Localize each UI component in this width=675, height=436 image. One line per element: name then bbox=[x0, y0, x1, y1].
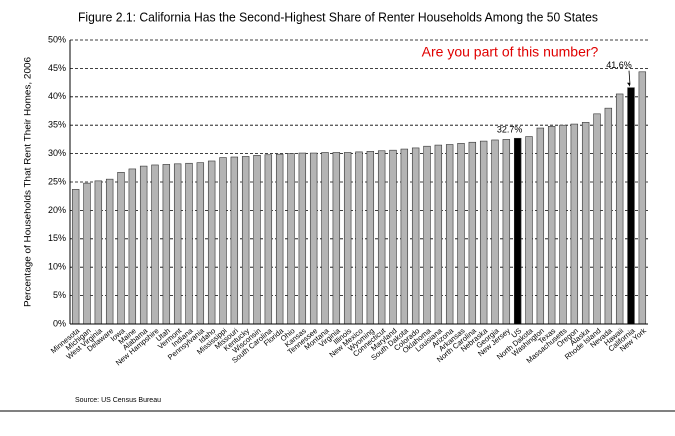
bar bbox=[287, 153, 295, 325]
bar bbox=[139, 165, 148, 325]
bar bbox=[162, 164, 171, 325]
bar bbox=[638, 71, 647, 325]
bar bbox=[525, 136, 533, 325]
y-tick-label: 0% bbox=[53, 318, 66, 328]
bar bbox=[309, 152, 318, 325]
bar bbox=[355, 151, 363, 325]
y-tick-label: 30% bbox=[48, 148, 66, 158]
bar bbox=[219, 157, 227, 325]
y-tick-label: 50% bbox=[48, 34, 66, 44]
bar bbox=[83, 182, 91, 325]
annotation-arrow bbox=[628, 70, 631, 85]
bar bbox=[457, 143, 465, 325]
source-note: Source: US Census Bureau bbox=[75, 397, 161, 404]
bar bbox=[615, 93, 624, 325]
bar bbox=[343, 152, 352, 325]
bar bbox=[321, 152, 329, 325]
bar bbox=[173, 163, 182, 325]
bar bbox=[593, 113, 601, 325]
bar bbox=[117, 172, 125, 325]
value-label: 32.7% bbox=[497, 125, 523, 135]
bar bbox=[389, 149, 397, 325]
y-tick-label: 20% bbox=[48, 205, 66, 215]
chart-title: Figure 2.1: California Has the Second-Hi… bbox=[78, 9, 598, 24]
bar bbox=[71, 189, 80, 325]
bar bbox=[241, 156, 250, 325]
bar bbox=[570, 123, 579, 325]
y-tick-label: 10% bbox=[48, 262, 66, 272]
bar bbox=[581, 122, 590, 325]
bar bbox=[627, 87, 635, 325]
bar bbox=[434, 144, 443, 325]
bar bbox=[400, 148, 409, 325]
y-axis-label: Percentage of Households That Rent Their… bbox=[23, 57, 34, 307]
bar bbox=[423, 145, 431, 325]
bar bbox=[105, 178, 114, 325]
bar bbox=[502, 139, 511, 325]
bar bbox=[513, 137, 522, 325]
y-tick-label: 45% bbox=[48, 63, 66, 73]
y-tick-label: 35% bbox=[48, 120, 66, 130]
bar bbox=[445, 144, 454, 325]
bar bbox=[151, 164, 159, 325]
annotation: Are you part of this number? bbox=[422, 44, 599, 60]
bar bbox=[559, 124, 567, 325]
bar bbox=[230, 156, 239, 325]
y-tick-label: 5% bbox=[53, 290, 66, 300]
bar bbox=[128, 168, 137, 325]
y-tick-label: 15% bbox=[48, 233, 66, 243]
y-tick-label: 25% bbox=[48, 176, 66, 186]
bar bbox=[185, 162, 193, 325]
bar bbox=[94, 180, 103, 325]
bar bbox=[468, 141, 477, 325]
bar bbox=[536, 127, 545, 325]
bar bbox=[298, 152, 307, 325]
bar bbox=[377, 150, 386, 325]
bar bbox=[411, 147, 420, 325]
bar bbox=[264, 154, 273, 325]
bar bbox=[604, 107, 613, 325]
bar bbox=[366, 151, 375, 325]
bar bbox=[207, 160, 216, 325]
bar bbox=[479, 140, 488, 325]
value-label: 41.6% bbox=[606, 60, 632, 70]
bar bbox=[275, 153, 284, 325]
y-tick-label: 40% bbox=[48, 91, 66, 101]
bar bbox=[491, 139, 499, 325]
bar bbox=[253, 155, 261, 325]
arrow-head bbox=[627, 82, 630, 87]
bar bbox=[196, 162, 205, 325]
bar bbox=[332, 152, 341, 325]
bar bbox=[547, 126, 556, 325]
